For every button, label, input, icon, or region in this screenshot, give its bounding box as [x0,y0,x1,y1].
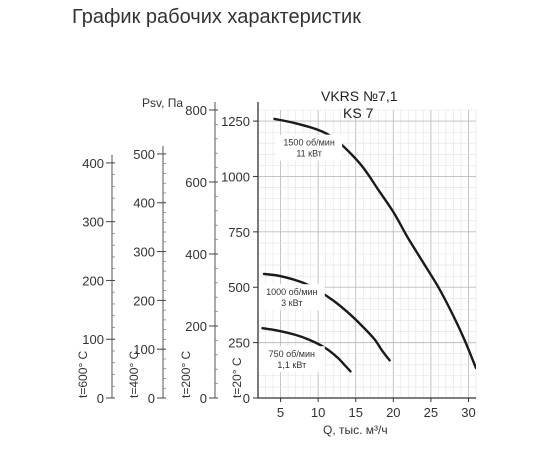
y-tick-label: 1250 [221,114,250,129]
main-axes: 0 250 500 750 1000 1250 5 10 15 20 25 30 [221,102,476,420]
series-label-1: 1000 об/мин [266,287,317,297]
secondary-tick-label: 100 [82,332,104,347]
x-tick-label: 30 [461,405,475,420]
temperature-label: t=20° C [230,357,244,398]
y-tick-label: 250 [228,336,250,351]
secondary-axes: 0 100 200 300 400 0 100 200 300 400 500 0 200 400 600 8… [76,102,244,406]
secondary-tick-label: 0 [148,391,155,406]
series-label-2: 1,1 кВт [277,360,306,370]
series-label-bg-1 [258,284,325,311]
secondary-tick-label: 400 [82,156,104,171]
y-tick-label: 500 [228,280,250,295]
x-tick-label: 10 [311,405,325,420]
x-tick-label: 25 [424,405,438,420]
y-tick-label: 750 [228,225,250,240]
series-label-bg-0 [276,134,343,161]
secondary-tick-label: 300 [133,245,155,260]
series-label-1: 3 кВт [281,298,302,308]
x-tick-label: 20 [386,405,400,420]
series-label-2: 750 об/мин [269,349,315,359]
series-label-bg-2 [258,346,325,373]
x-tick-label: 5 [277,405,284,420]
secondary-tick-label: 0 [200,391,207,406]
secondary-tick-label: 800 [185,103,207,118]
series-label-0: 1500 об/мин [283,138,334,148]
secondary-tick-label: 600 [185,175,207,190]
submodel-label: KS 7 [343,105,374,121]
secondary-tick-label: 400 [133,196,155,211]
secondary-tick-label: 500 [133,147,155,162]
x-axis-title: Q, тыс. м³/ч [323,423,388,437]
x-tick-label: 15 [348,405,362,420]
series-label-0: 11 кВт [296,149,322,159]
y-axis-title: Psv, Па [142,96,183,110]
secondary-tick-label: 200 [133,293,155,308]
series-curve-2 [261,327,352,373]
model-label: VKRS №7,1 [321,88,398,104]
secondary-tick-label: 400 [185,247,207,262]
series-curve-1 [262,272,391,362]
temperature-label: t=200° C [179,351,193,398]
secondary-tick-label: 300 [82,215,104,230]
curves [261,117,476,373]
secondary-tick-label: 200 [82,273,104,288]
temperature-label: t=600° C [76,351,90,398]
secondary-tick-label: 100 [133,342,155,357]
series-curve-0 [273,117,476,370]
y-tick-label: 0 [243,391,250,406]
page-title: График рабочих характеристик [72,6,361,28]
secondary-tick-label: 0 [97,391,104,406]
secondary-tick-label: 200 [185,319,207,334]
y-tick-label: 1000 [221,169,250,184]
temperature-label: t=400° C [127,351,141,398]
